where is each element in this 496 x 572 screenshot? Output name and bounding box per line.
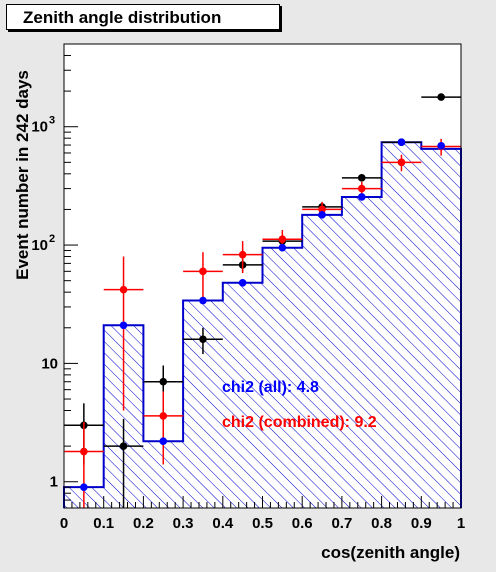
x-tick-label: 0.3 xyxy=(173,515,194,532)
x-tick-label: 0.4 xyxy=(212,515,234,532)
data-point xyxy=(357,184,366,193)
data-point xyxy=(238,278,247,287)
y-tick-label: 10 xyxy=(41,355,58,372)
y-axis-label: Event number in 242 days xyxy=(13,70,32,280)
series-2 xyxy=(80,138,445,491)
histogram-bin xyxy=(222,282,263,508)
x-tick-label: 0 xyxy=(60,515,68,532)
data-point xyxy=(318,211,326,219)
data-point xyxy=(357,174,366,182)
data-point xyxy=(199,335,207,344)
y-tick-label: 10 xyxy=(31,237,48,254)
data-point xyxy=(159,437,168,446)
x-tick-label: 1 xyxy=(457,515,465,532)
y-tick-exponent: 3 xyxy=(49,115,55,127)
x-tick-label: 0.9 xyxy=(411,515,432,532)
data-point xyxy=(437,93,445,101)
x-tick-label: 0.8 xyxy=(371,515,392,532)
data-point xyxy=(437,141,445,150)
data-point xyxy=(397,138,406,146)
data-point xyxy=(318,205,326,214)
y-tick-label: 10 xyxy=(31,119,48,136)
data-point xyxy=(80,447,88,456)
data-point xyxy=(119,285,128,294)
x-tick-label: 0.1 xyxy=(93,515,114,532)
data-point xyxy=(199,267,207,276)
data-point xyxy=(278,235,287,244)
data-point xyxy=(119,321,128,330)
y-tick-label: 1 xyxy=(50,474,58,491)
data-point xyxy=(119,442,128,450)
histogram-bin xyxy=(381,142,422,508)
x-tick-label: 0.7 xyxy=(331,515,352,532)
data-point xyxy=(278,243,287,252)
x-tick-label: 0.2 xyxy=(133,515,154,532)
chart-title: Zenith angle distribution xyxy=(6,4,280,30)
chi2-combined-annotation: chi2 (combined): 9.2 xyxy=(222,414,377,431)
chi2-all-annotation: chi2 (all): 4.8 xyxy=(222,379,319,396)
data-point xyxy=(199,296,207,305)
x-tick-label: 0.5 xyxy=(252,515,273,532)
histogram-bin xyxy=(421,148,461,508)
data-point xyxy=(397,158,406,167)
x-axis-label: cos(zenith angle) xyxy=(321,543,460,562)
histogram-bin xyxy=(302,214,342,508)
data-point xyxy=(159,377,168,386)
y-tick-exponent: 2 xyxy=(49,233,55,245)
data-point xyxy=(357,193,366,201)
x-tick-label: 0.6 xyxy=(292,515,313,532)
histogram-bin xyxy=(262,247,303,508)
histogram-bin xyxy=(341,196,382,509)
data-point xyxy=(238,250,247,259)
data-point xyxy=(80,483,88,491)
data-point xyxy=(159,412,168,420)
